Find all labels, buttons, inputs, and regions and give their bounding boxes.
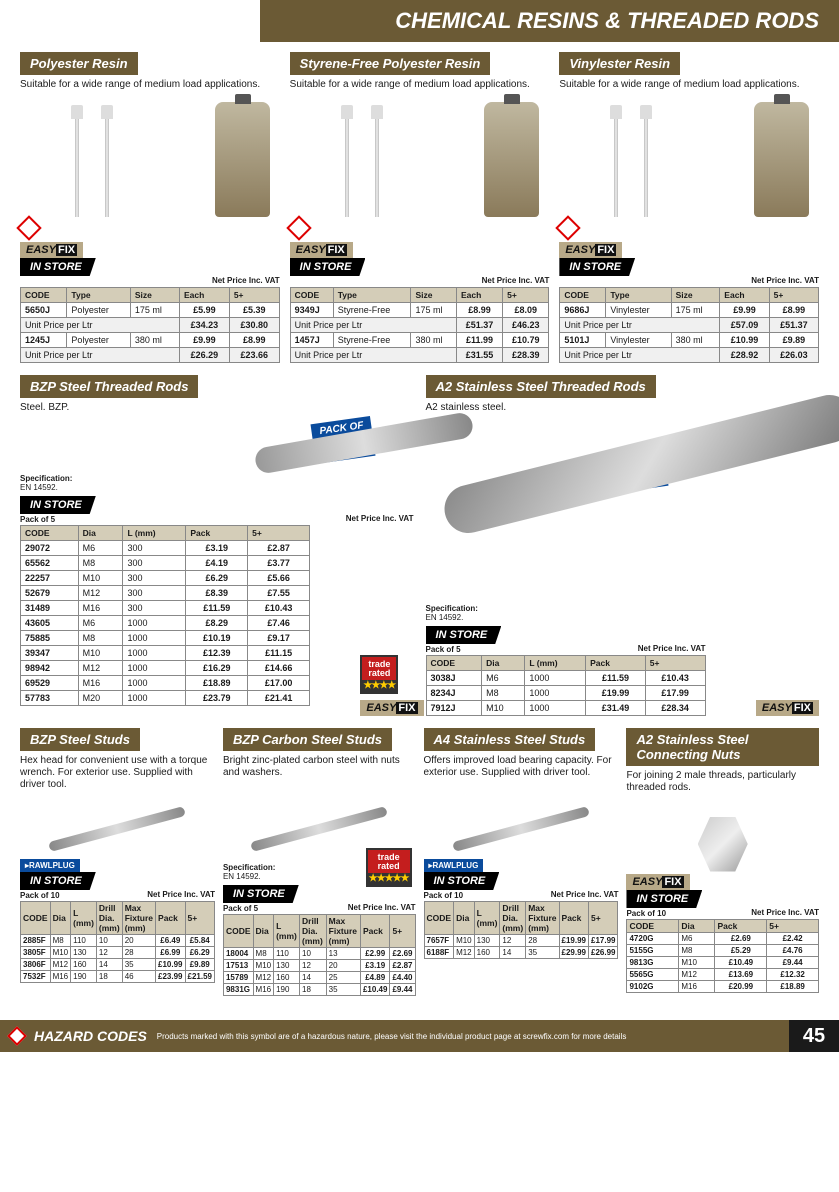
pricing-table: CODETypeSizeEach5+ 5650JPolyester175 ml£… bbox=[20, 287, 280, 363]
in-store-badge: IN STORE bbox=[559, 258, 635, 276]
stud-image bbox=[250, 806, 388, 852]
resin-product: Styrene-Free Polyester Resin Suitable fo… bbox=[290, 52, 550, 363]
product-image bbox=[290, 97, 550, 217]
pricing-table: CODEDiaL (mm)Pack5+3038JM61000£11.59£10.… bbox=[426, 655, 706, 716]
in-store-badge: IN STORE bbox=[20, 496, 96, 514]
hazard-icon bbox=[556, 215, 581, 240]
stud-product: A2 Stainless Steel Connecting Nuts For j… bbox=[626, 728, 819, 996]
stud-product: BZP Carbon Steel Studs Bright zinc-plate… bbox=[223, 728, 416, 996]
easyfix-badge: EASYFIX bbox=[20, 242, 83, 258]
hazard-icon bbox=[286, 215, 311, 240]
bzp-rods-section: BZP Steel Threaded Rods Steel. BZP. PACK… bbox=[20, 375, 414, 716]
pricing-table: CODEDiaL (mm)Drill Dia. (mm)Max Fixture … bbox=[223, 914, 416, 996]
hazard-icon bbox=[7, 1026, 27, 1046]
trade-rated-badge: traderated★★★★★ bbox=[366, 848, 412, 887]
pricing-table: CODEDiaL (mm)Drill Dia. (mm)Max Fixture … bbox=[424, 901, 619, 959]
in-store-badge: IN STORE bbox=[223, 885, 299, 903]
pricing-table: CODEDiaPack5+4720GM6£2.69£2.425155GM8£5.… bbox=[626, 919, 819, 993]
product-desc: Hex head for convenient use with a torqu… bbox=[20, 755, 215, 793]
easyfix-badge: EASYFIX bbox=[290, 242, 353, 258]
rawlplug-badge: ▸RAWLPLUG bbox=[424, 859, 484, 872]
product-desc: Offers improved load bearing capacity. F… bbox=[424, 755, 619, 793]
in-store-badge: IN STORE bbox=[20, 258, 96, 276]
studs-row: BZP Steel Studs Hex head for convenient … bbox=[20, 728, 819, 996]
product-title: A2 Stainless Steel Threaded Rods bbox=[426, 375, 656, 398]
product-desc: Suitable for a wide range of medium load… bbox=[290, 79, 550, 91]
stud-image bbox=[452, 806, 590, 852]
in-store-badge: IN STORE bbox=[290, 258, 366, 276]
in-store-badge: IN STORE bbox=[20, 872, 96, 890]
easyfix-badge: EASYFIX bbox=[626, 874, 689, 890]
nut-image bbox=[698, 817, 748, 872]
product-title: BZP Carbon Steel Studs bbox=[223, 728, 392, 751]
easyfix-badge: EASYFIX bbox=[360, 700, 423, 716]
trade-rated-badge: traderated★★★★ bbox=[360, 655, 398, 694]
product-image bbox=[20, 799, 215, 859]
product-title: BZP Steel Threaded Rods bbox=[20, 375, 198, 398]
product-title: Vinylester Resin bbox=[559, 52, 680, 75]
hazard-footer: HAZARD CODES Products marked with this s… bbox=[0, 1020, 839, 1052]
easyfix-badge: EASYFIX bbox=[756, 700, 819, 716]
hazard-icon bbox=[16, 215, 41, 240]
product-title: BZP Steel Studs bbox=[20, 728, 140, 751]
pricing-table: CODEDiaL (mm)Pack5+29072M6300£3.19£2.876… bbox=[20, 525, 310, 706]
product-image bbox=[424, 799, 619, 859]
easyfix-badge: EASYFIX bbox=[559, 242, 622, 258]
product-image bbox=[626, 814, 819, 874]
resins-row: Polyester Resin Suitable for a wide rang… bbox=[20, 52, 819, 363]
stud-image bbox=[49, 806, 187, 852]
product-image bbox=[559, 97, 819, 217]
product-desc: Suitable for a wide range of medium load… bbox=[559, 79, 819, 91]
resin-product: Polyester Resin Suitable for a wide rang… bbox=[20, 52, 280, 363]
specification: Specification:EN 14592. bbox=[20, 474, 414, 492]
resin-product: Vinylester Resin Suitable for a wide ran… bbox=[559, 52, 819, 363]
category-banner: CHEMICAL RESINS & THREADED RODS bbox=[260, 0, 839, 42]
stud-product: A4 Stainless Steel Studs Offers improved… bbox=[424, 728, 619, 996]
pricing-table: CODEDiaL (mm)Drill Dia. (mm)Max Fixture … bbox=[20, 901, 215, 983]
product-image bbox=[20, 97, 280, 217]
product-title: Polyester Resin bbox=[20, 52, 138, 75]
product-desc: Steel. BZP. bbox=[20, 402, 414, 414]
in-store-badge: IN STORE bbox=[626, 890, 702, 908]
product-desc: Bright zinc-plated carbon steel with nut… bbox=[223, 755, 416, 793]
stud-product: BZP Steel Studs Hex head for convenient … bbox=[20, 728, 215, 996]
product-desc: Suitable for a wide range of medium load… bbox=[20, 79, 280, 91]
product-title: A4 Stainless Steel Studs bbox=[424, 728, 596, 751]
specification: Specification:EN 14592. bbox=[426, 604, 820, 622]
pricing-table: CODETypeSizeEach5+ 9686JVinylester175 ml… bbox=[559, 287, 819, 363]
pricing-table: CODETypeSizeEach5+ 9349JStyrene-Free175 … bbox=[290, 287, 550, 363]
in-store-badge: IN STORE bbox=[426, 626, 502, 644]
product-title: Styrene-Free Polyester Resin bbox=[290, 52, 491, 75]
a2-rods-section: A2 Stainless Steel Threaded Rods A2 stai… bbox=[426, 375, 820, 716]
product-desc: For joining 2 male threads, particularly… bbox=[626, 770, 819, 808]
rawlplug-badge: ▸RAWLPLUG bbox=[20, 859, 80, 872]
in-store-badge: IN STORE bbox=[424, 872, 500, 890]
page-number: 45 bbox=[789, 1020, 839, 1052]
product-title: A2 Stainless Steel Connecting Nuts bbox=[626, 728, 819, 766]
